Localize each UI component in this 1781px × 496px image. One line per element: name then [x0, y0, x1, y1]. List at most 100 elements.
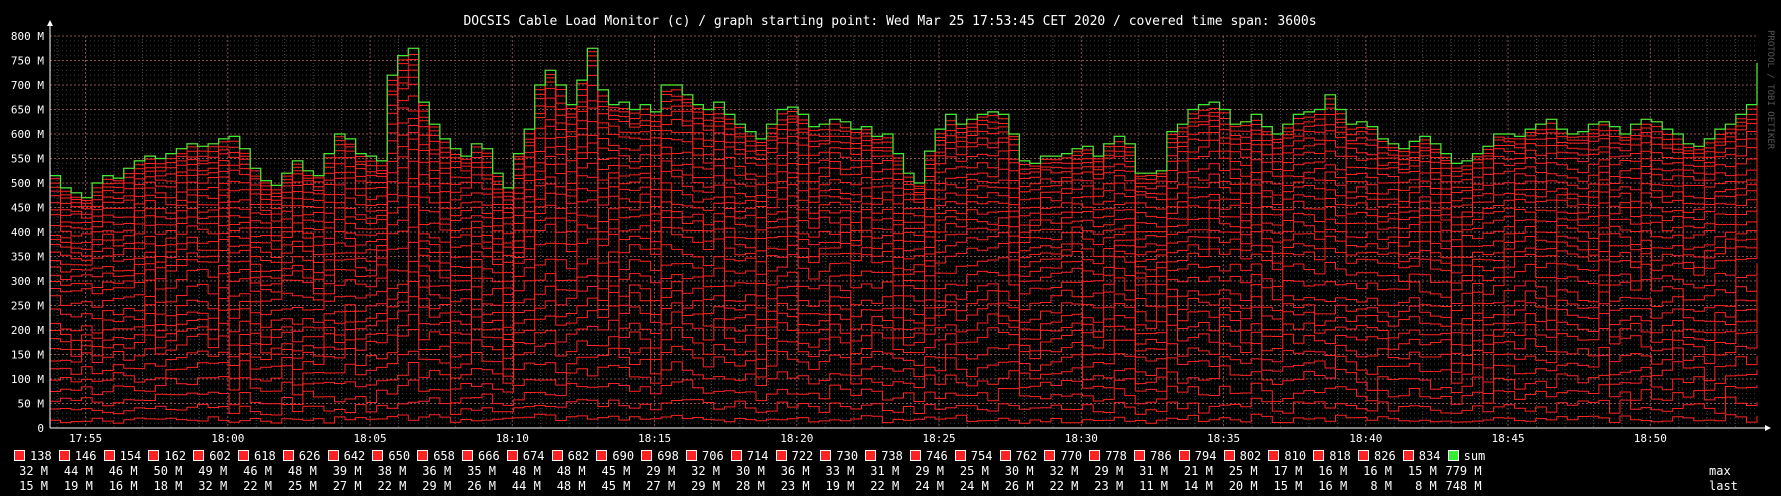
legend-label: 138 — [30, 449, 52, 463]
legend-swatch — [58, 450, 70, 461]
legend-max-value: 779 M — [1445, 464, 1482, 478]
series-line-sum — [50, 47, 1758, 199]
legend-max-value: 21 M — [1183, 464, 1213, 478]
series-line-706 — [50, 186, 1758, 289]
series-line-666 — [50, 260, 1758, 335]
legend-swatch — [596, 450, 608, 461]
legend-last-value: 23 M — [1094, 479, 1124, 493]
legend-max-value: 38 M — [377, 464, 407, 478]
y-tick-label: 350 M — [11, 251, 44, 264]
legend-swatch — [910, 450, 921, 461]
legend-last-value: 18 M — [153, 479, 183, 493]
legend-entry-826: 826 — [1358, 449, 1396, 464]
legend-swatch — [1313, 450, 1325, 461]
legend-label: 706 — [702, 449, 724, 463]
y-tick-label: 600 M — [11, 128, 44, 141]
y-tick-label: 550 M — [11, 153, 44, 166]
legend-last-value: 16 M — [1318, 479, 1348, 493]
series-line-602 — [50, 345, 1758, 386]
legend-last-value: 23 M — [780, 479, 810, 493]
legend-max-value: 50 M — [153, 464, 183, 478]
series-line-138 — [50, 413, 1758, 424]
legend-last-value: 45 M — [601, 479, 631, 493]
legend-entry-162: 162 — [148, 449, 186, 464]
legend-label: 794 — [1194, 449, 1217, 463]
legend-last-value: 32 M — [198, 479, 228, 493]
legend-label: 770 — [1060, 449, 1083, 463]
chart-watermark: PROTOOL / TOBI OETIKER — [1765, 30, 1775, 150]
legend-max-value: 35 M — [467, 464, 496, 478]
y-tick-label: 300 M — [11, 275, 44, 288]
legend-row-label-last: last — [1709, 479, 1738, 493]
legend-swatch — [1447, 450, 1459, 461]
legend-last-value: 14 M — [1183, 479, 1213, 493]
legend-entry-834: 834 — [1402, 449, 1440, 464]
axes: 0 50 M 100 M 150 M 200 M 250 M 300 M 350 M 400 M… — [11, 20, 1771, 444]
legend-max-value: 32 M — [1049, 464, 1079, 478]
legend-label: 746 — [926, 449, 948, 463]
legend-entry-sum: sum — [1447, 449, 1486, 464]
legend-max-value: 48 M — [287, 464, 317, 478]
legend-max-value: 29 M — [915, 464, 944, 478]
legend-row-label-max: max — [1709, 464, 1731, 478]
legend-swatch — [462, 450, 473, 461]
legend-entry-754: 754 — [954, 449, 992, 464]
legend-max-value: 31 M — [870, 464, 900, 478]
legend-last-value: 27 M — [646, 479, 676, 493]
load-chart: DOCSIS Cable Load Monitor (c) / graph st… — [10, 14, 1775, 444]
series-line-162 — [50, 361, 1758, 396]
x-tick-label: 18:15 — [638, 432, 671, 444]
legend-entry-738: 738 — [865, 449, 903, 464]
legend-max-value: 25 M — [959, 464, 989, 478]
legend-last-value: 26 M — [467, 479, 496, 493]
series-line-154 — [50, 379, 1758, 407]
y-tick-label: 200 M — [11, 324, 44, 337]
legend-entry-762: 762 — [999, 449, 1038, 464]
legend-last-value: 25 M — [287, 479, 317, 493]
legend-max-value: 45 M — [601, 464, 631, 478]
legend-max-value: 29 M — [646, 464, 676, 478]
x-tick-label: 18:50 — [1634, 432, 1667, 444]
y-tick-label: 750 M — [11, 55, 44, 68]
legend-max-value: 46 M — [108, 464, 138, 478]
legend-last-value: 29 M — [422, 479, 452, 493]
legend-swatch — [282, 450, 294, 461]
legend-max-value: 46 M — [243, 464, 272, 478]
x-axis-arrow — [1765, 425, 1771, 431]
legend-max-value: 48 M — [511, 464, 541, 478]
legend-last-value: 16 M — [108, 479, 138, 493]
legend-swatch — [1358, 450, 1369, 461]
legend-entry-786: 786 — [1134, 449, 1172, 464]
x-tick-label: 18:30 — [1065, 432, 1098, 444]
legend-entry-146: 146 — [58, 449, 97, 464]
legend-label: 146 — [74, 449, 97, 463]
legend-label: sum — [1463, 449, 1486, 463]
legend-swatch — [820, 450, 832, 461]
legend-last-value: 22 M — [1049, 479, 1079, 493]
legend-swatch — [730, 450, 742, 461]
series-lines — [50, 47, 1758, 424]
legend-swatch — [238, 450, 249, 461]
legend-entry-650: 650 — [372, 449, 410, 464]
y-tick-label: 800 M — [11, 30, 44, 43]
legend-max-value: 17 M — [1273, 464, 1303, 478]
legend-entry-674: 674 — [506, 449, 544, 464]
legend-swatch — [1089, 450, 1101, 461]
legend-label: 626 — [298, 449, 321, 463]
legend-label: 762 — [1015, 449, 1038, 463]
legend-label: 650 — [388, 449, 411, 463]
legend-max-value: 30 M — [1004, 464, 1034, 478]
legend-label: 162 — [164, 449, 187, 463]
legend-max-value: 16 M — [1318, 464, 1348, 478]
legend-swatch — [1134, 450, 1145, 461]
legend-last-value: 15 M — [19, 479, 48, 493]
legend-entry-138: 138 — [14, 449, 52, 464]
legend-label: 714 — [746, 449, 769, 463]
series-line-618 — [50, 326, 1758, 377]
series-line-146 — [50, 396, 1758, 416]
legend-entry-666: 666 — [462, 449, 500, 464]
legend-swatch — [14, 450, 25, 461]
legend-label: 602 — [209, 449, 231, 463]
legend-swatch — [417, 450, 429, 461]
y-tick-label: 150 M — [11, 349, 44, 362]
